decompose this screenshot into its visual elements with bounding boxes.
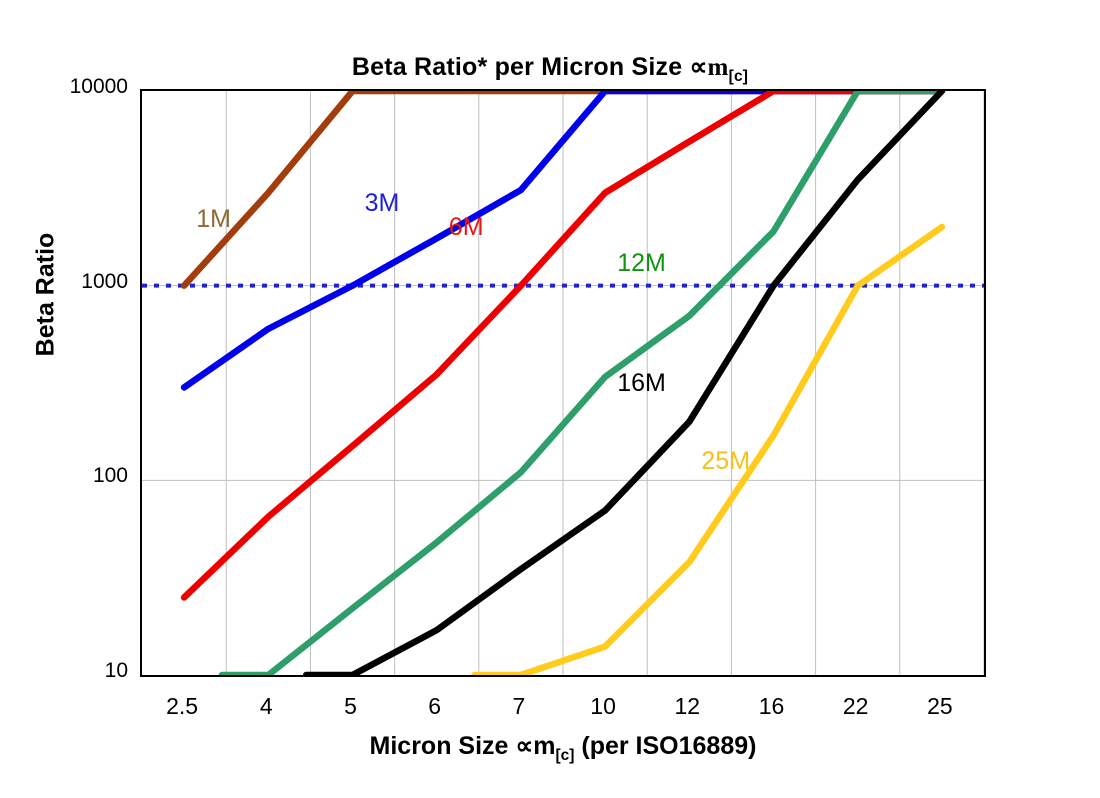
x-tick-label: 25 — [927, 693, 953, 719]
series-label-25m: 25M — [701, 446, 751, 475]
series-label-3m: 3M — [364, 188, 400, 217]
x-axis-title-post: (per ISO16889) — [574, 732, 757, 760]
x-tick-label: 12 — [674, 693, 701, 719]
plot-area — [140, 89, 986, 677]
y-tick-label: 10000 — [69, 75, 128, 98]
series-label-12m: 12M — [617, 248, 666, 277]
x-tick-label: 2.5 — [166, 693, 199, 719]
series-line-1m — [180, 91, 946, 289]
x-axis-title-pre: Micron Size — [369, 732, 516, 760]
series-line-3m — [180, 91, 946, 391]
x-tick-label: 7 — [512, 693, 526, 719]
y-tick-label: 1000 — [81, 269, 128, 293]
x-tick-label: 6 — [428, 693, 442, 719]
series-line-6m — [180, 91, 946, 601]
x-tick-label: 10 — [590, 693, 616, 719]
x-tick-label: 5 — [344, 693, 357, 719]
y-tick-label: 100 — [92, 464, 128, 488]
chart-title-subscript: [c] — [728, 68, 749, 85]
x-tick-label: 4 — [259, 693, 273, 719]
y-axis-title: Beta Ratio — [31, 232, 60, 357]
chart-title: Beta Ratio* per Micron Size ∝m[c] — [0, 52, 1100, 86]
x-axis-title-mu: ∝m — [515, 732, 556, 760]
y-tick-label: 10 — [104, 659, 128, 682]
x-tick-label: 16 — [758, 693, 785, 719]
series-label-6m: 6M — [448, 213, 484, 242]
x-tick-label: 22 — [842, 693, 869, 719]
x-axis-title-subscript: [c] — [555, 747, 575, 764]
series-label-16m: 16M — [617, 369, 666, 398]
chart-canvas — [142, 91, 984, 675]
chart-title-main: Beta Ratio* per Micron Size — [351, 53, 690, 81]
x-axis-title: Micron Size ∝m[c] (per ISO16889) — [140, 731, 986, 765]
series-line-25m — [471, 223, 946, 675]
series-line-16m — [302, 91, 946, 675]
series-line-12m — [218, 91, 946, 675]
chart-title-mu: ∝m — [689, 54, 729, 81]
series-label-1m: 1M — [196, 204, 231, 233]
